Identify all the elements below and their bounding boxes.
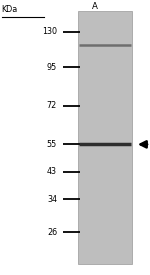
Text: A: A <box>92 2 98 11</box>
Text: 55: 55 <box>47 140 57 149</box>
Text: 34: 34 <box>47 195 57 204</box>
Text: 43: 43 <box>47 167 57 176</box>
Text: 95: 95 <box>47 63 57 72</box>
Text: 72: 72 <box>47 101 57 110</box>
FancyBboxPatch shape <box>78 11 132 264</box>
Text: KDa: KDa <box>2 5 18 14</box>
Text: 130: 130 <box>42 27 57 36</box>
Text: 26: 26 <box>47 228 57 237</box>
